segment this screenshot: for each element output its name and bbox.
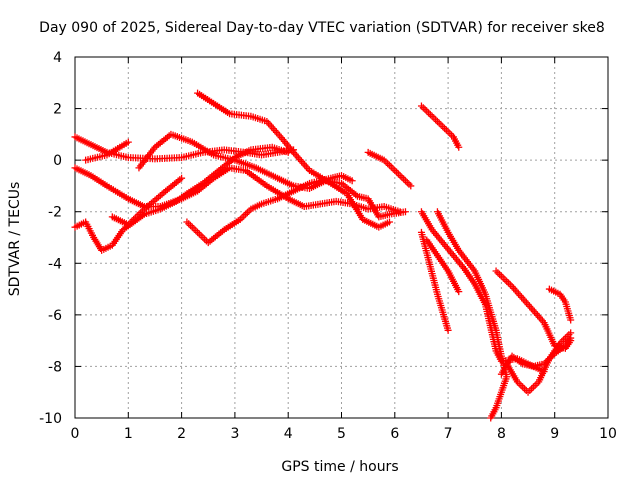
y-tick-label: 2 (53, 102, 62, 118)
tick-labels: 0 1 2 3 4 5 6 7 8 9 10 -10 -8 -6 -4 -2 0 2 4 (39, 50, 617, 442)
marker-track (417, 102, 463, 151)
marker-track (364, 148, 415, 190)
y-tick-label: -6 (48, 308, 62, 324)
x-tick-label: 1 (124, 426, 133, 442)
x-tick-label: 6 (390, 426, 399, 442)
x-tick-label: 7 (444, 426, 453, 442)
series-s17 (497, 334, 575, 378)
x-tick-label: 10 (599, 426, 617, 442)
y-axis-label: SDTVAR / TECUs (7, 182, 23, 297)
data-series (71, 89, 575, 422)
marker-track (503, 329, 575, 396)
series-s8 (183, 172, 356, 247)
marker-track (423, 236, 463, 296)
x-tick-label: 0 (71, 426, 80, 442)
x-tick-label: 5 (337, 426, 346, 442)
y-tick-label: -10 (39, 411, 62, 427)
marker-track (183, 172, 356, 247)
x-tick-label: 8 (497, 426, 506, 442)
series-s18 (545, 285, 575, 324)
marker-track (497, 334, 575, 378)
marker-track (82, 138, 132, 164)
series-s4 (82, 138, 132, 164)
series-s7 (194, 89, 393, 231)
y-tick-label: -8 (48, 359, 62, 375)
series-s9 (364, 148, 415, 190)
x-tick-label: 3 (230, 426, 239, 442)
marker-track (108, 174, 186, 229)
x-axis-label: GPS time / hours (281, 459, 398, 475)
series-s13 (423, 236, 463, 296)
y-tick-label: 4 (53, 50, 62, 66)
y-tick-label: 0 (53, 153, 62, 169)
marker-track (194, 89, 393, 231)
y-tick-label: -4 (48, 256, 62, 272)
y-tick-label: -2 (48, 205, 62, 221)
x-tick-label: 2 (177, 426, 186, 442)
marker-track (417, 228, 452, 334)
marker-track (545, 285, 575, 324)
series-s16 (503, 329, 575, 396)
series-s10 (417, 102, 463, 151)
chart-title: Day 090 of 2025, Sidereal Day-to-day VTE… (39, 20, 605, 36)
axes (74, 56, 609, 419)
x-tick-label: 9 (550, 426, 559, 442)
series-s12 (417, 228, 452, 334)
x-tick-label: 4 (284, 426, 293, 442)
series-s5 (108, 174, 186, 229)
